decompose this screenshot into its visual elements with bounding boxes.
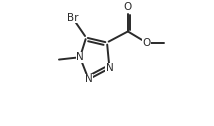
Text: Br: Br	[67, 13, 78, 23]
Text: N: N	[85, 74, 92, 84]
Text: N: N	[106, 63, 113, 73]
Text: O: O	[124, 2, 132, 12]
Text: N: N	[76, 52, 84, 62]
Text: O: O	[142, 38, 150, 48]
